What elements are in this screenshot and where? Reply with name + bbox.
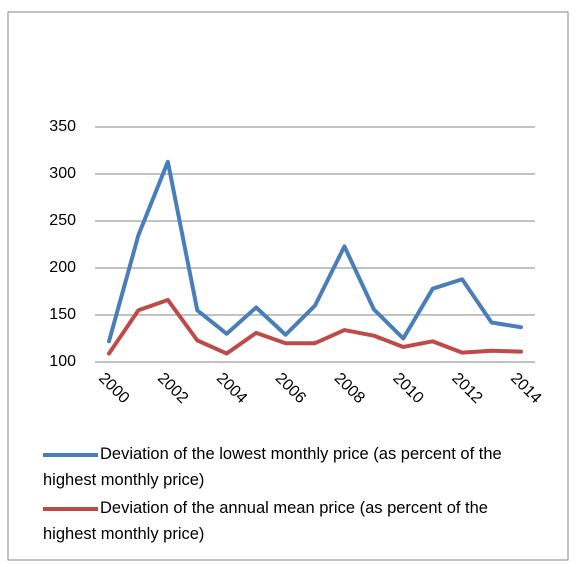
series-line (107, 159, 523, 344)
series-line (107, 297, 523, 356)
y-tick-label: 200 (49, 259, 76, 276)
legend-entry: Deviation of the annual mean price (as p… (43, 495, 543, 547)
y-tick-label: 350 (49, 118, 76, 135)
y-tick-label: 300 (49, 165, 76, 182)
legend-entry: Deviation of the lowest monthly price (a… (43, 441, 543, 493)
y-tick-label: 150 (49, 306, 76, 323)
legend-label: Deviation of the lowest monthly price (a… (43, 445, 502, 489)
legend-swatch (43, 506, 98, 511)
y-tick-label: 250 (49, 212, 76, 229)
chart-border (7, 11, 569, 561)
legend-swatch (43, 452, 98, 457)
y-tick-label: 100 (49, 353, 76, 370)
legend-label: Deviation of the annual mean price (as p… (43, 499, 488, 543)
